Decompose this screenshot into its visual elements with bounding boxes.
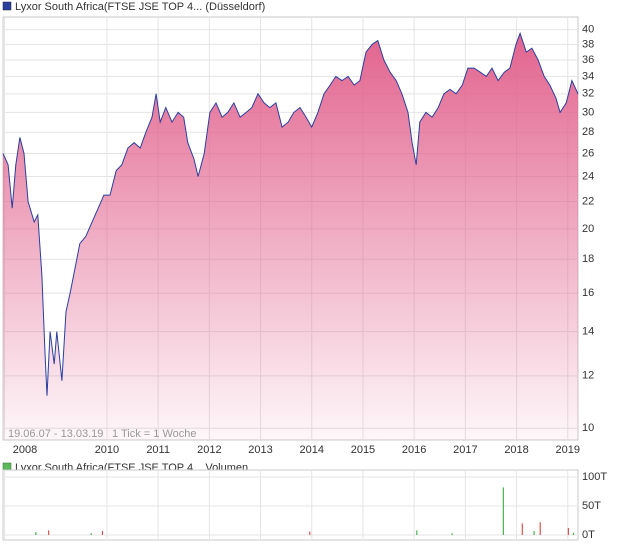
y-tick-label: 26 [582,147,594,159]
volume-bar [572,532,575,536]
y-tick-label: 32 [582,88,594,100]
plot-area [2,469,579,541]
period-label: 19.06.07 - 13.03.19 [8,428,103,440]
volume-bar [416,530,418,536]
y-tick-label: 100T [582,471,607,483]
y-tick-label: 10 [582,422,594,434]
y-tick-label: 36 [582,54,594,66]
x-tick-label: 2013 [248,444,272,456]
y-tick-label: 28 [582,126,594,138]
x-tick-label: 2017 [453,444,477,456]
y-tick-label: 24 [582,170,594,182]
interval-label: 1 Tick = 1 Woche [112,428,196,440]
y-tick-label: 38 [582,38,594,50]
x-tick-label: 2008 [13,444,37,456]
y-tick-label: 40 [582,24,594,36]
volume-bar [567,528,569,536]
volume-bar [533,530,535,536]
volume-bar [90,533,92,536]
volume-bar [502,487,504,536]
y-tick-label: 50T [582,500,601,512]
x-tick-label: 2018 [504,444,528,456]
x-tick-label: 2015 [351,444,375,456]
legend-swatch [2,1,12,11]
x-tick-label: 2012 [197,444,221,456]
legend-label: Lyxor South Africa(FTSE JSE TOP 4... (Dü… [15,1,265,13]
y-tick-label: 12 [582,370,594,382]
x-tick-label: 2019 [556,444,580,456]
volume-bar [539,522,541,536]
area [3,33,578,441]
x-tick-label: 2010 [95,444,119,456]
price-line [2,31,579,396]
y-tick-label: 14 [582,325,594,337]
y-tick-label: 16 [582,287,594,299]
volume-bar [101,530,104,536]
y-tick-label: 30 [582,106,594,118]
volume-bar [48,530,50,536]
volume-bar [451,533,453,536]
y-tick-label: 18 [582,253,594,265]
y-tick-label: 22 [582,195,594,207]
x-tick-label: 2011 [146,444,170,456]
volume-bar [35,532,37,536]
y-tick-label: 34 [582,70,594,82]
x-tick-label: 2016 [402,444,426,456]
x-tick-label: 2014 [300,444,324,456]
y-tick-label: 20 [582,223,594,235]
volume-bar [309,531,311,536]
volume-bar [521,523,523,536]
y-tick-label: 0T [582,529,595,541]
